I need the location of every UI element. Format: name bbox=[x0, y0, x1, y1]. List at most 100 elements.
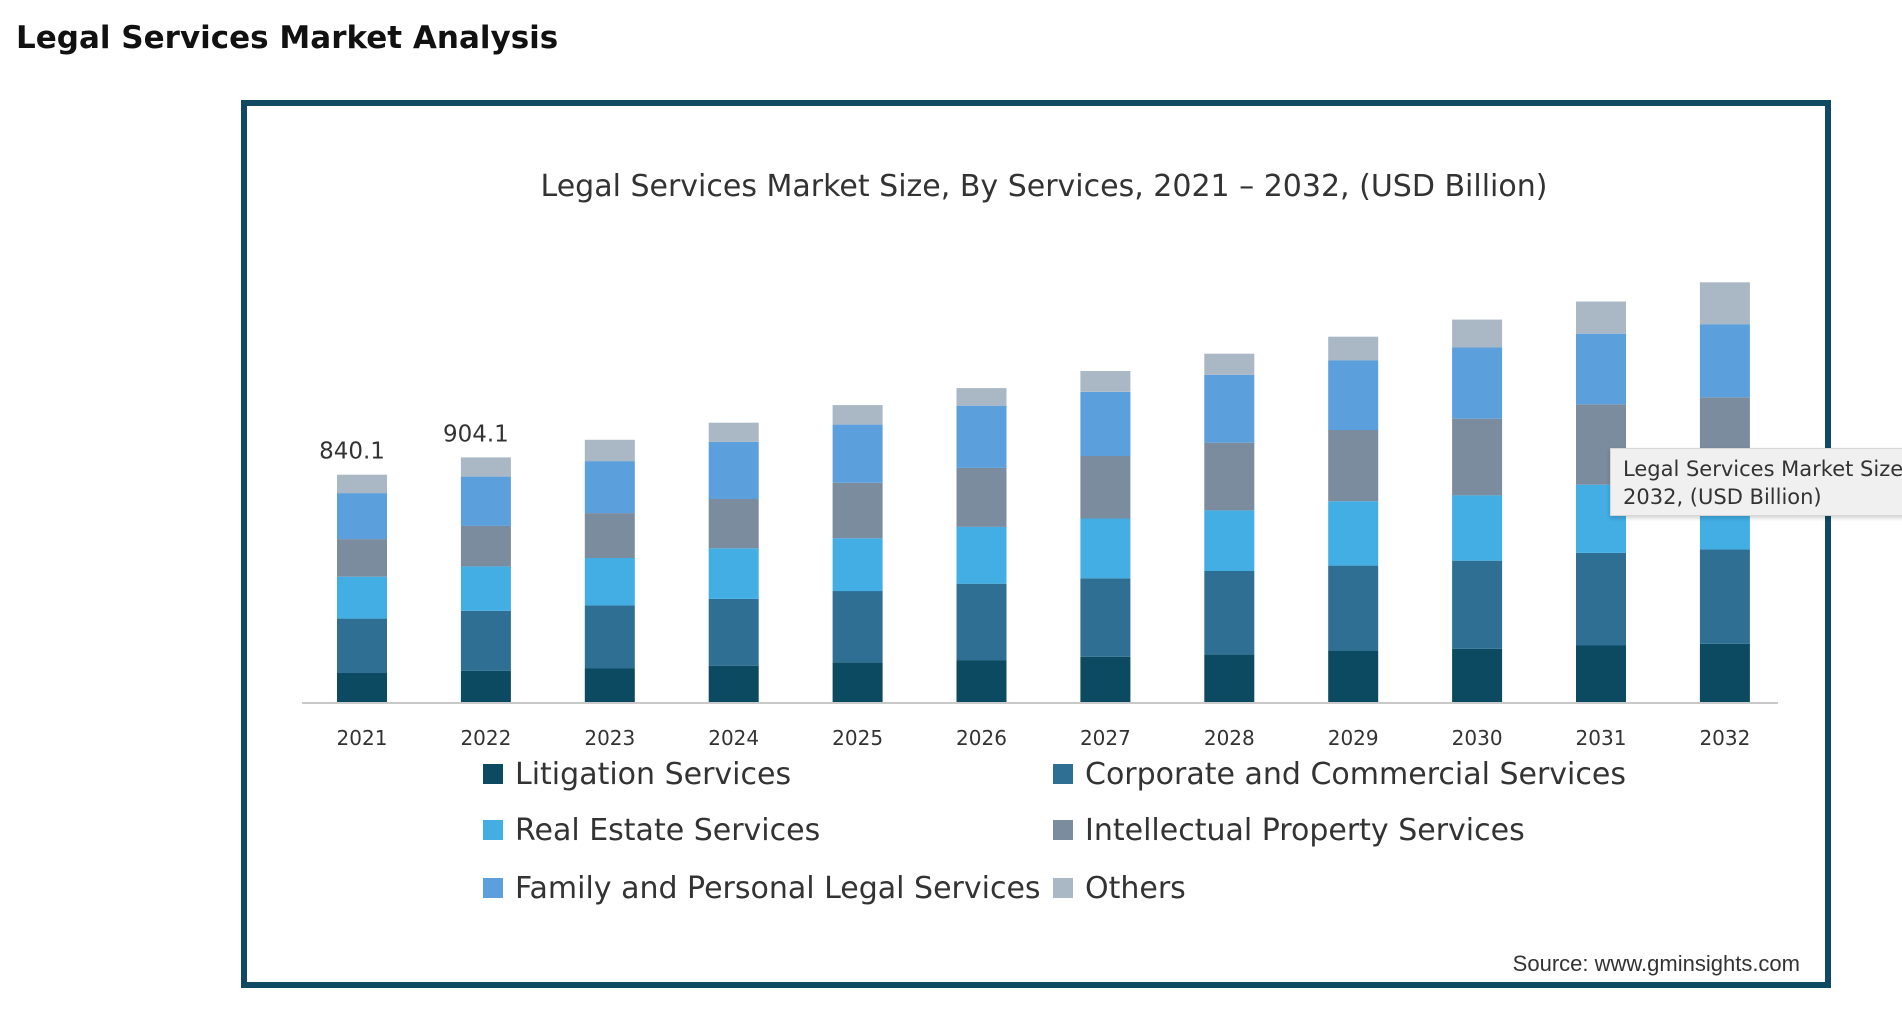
legend-label: Family and Personal Legal Services bbox=[515, 871, 1041, 906]
bar-segment-2028-4 bbox=[1204, 374, 1255, 443]
bar-segment-2026-1 bbox=[956, 583, 1007, 660]
bar-segment-2023-0 bbox=[584, 668, 635, 702]
bar-segment-2023-1 bbox=[584, 605, 635, 669]
bars-layer bbox=[337, 282, 1750, 702]
bar-segment-2028-0 bbox=[1204, 654, 1255, 702]
x-tick-label: 2031 bbox=[1576, 726, 1627, 750]
bar-segment-2023-2 bbox=[584, 558, 635, 606]
bar-segment-2022-2 bbox=[460, 566, 511, 611]
bar-segment-2028-3 bbox=[1204, 442, 1255, 511]
x-tick-label: 2030 bbox=[1452, 726, 1503, 750]
bar-segment-2023-5 bbox=[584, 439, 635, 462]
bar-segment-2022-5 bbox=[460, 457, 511, 477]
legend-label: Intellectual Property Services bbox=[1085, 813, 1525, 848]
bar-segment-2025-5 bbox=[832, 405, 883, 425]
bar-segment-2021-2 bbox=[337, 576, 387, 619]
chart-title: Legal Services Market Size, By Services,… bbox=[541, 169, 1548, 204]
bar-segment-2029-3 bbox=[1328, 430, 1379, 502]
bar-segment-2022-1 bbox=[460, 610, 511, 671]
x-tick-label: 2028 bbox=[1204, 726, 1255, 750]
bar-segment-2024-1 bbox=[708, 598, 759, 666]
bar-segment-2028-1 bbox=[1204, 571, 1255, 655]
bar-segment-2024-3 bbox=[708, 499, 759, 549]
x-tick-label: 2029 bbox=[1328, 726, 1379, 750]
bar-segment-2030-3 bbox=[1452, 418, 1503, 496]
bar-segment-2026-3 bbox=[956, 467, 1007, 527]
bar-segment-2031-1 bbox=[1576, 552, 1626, 646]
bar-segment-2021-3 bbox=[337, 539, 387, 577]
bar-segment-2025-3 bbox=[832, 482, 883, 539]
bar-segment-2029-2 bbox=[1328, 501, 1379, 566]
bar-segment-2027-1 bbox=[1080, 578, 1131, 657]
data-labels: 840.1 904.1 bbox=[319, 421, 509, 464]
bar-segment-2025-4 bbox=[832, 424, 883, 483]
x-tick-label: 2027 bbox=[1080, 726, 1131, 750]
bar-segment-2021-1 bbox=[337, 618, 387, 673]
bar-segment-2026-2 bbox=[956, 526, 1007, 584]
bar-segment-2021-5 bbox=[337, 474, 387, 494]
legend-swatch bbox=[483, 878, 503, 898]
bar-segment-2021-4 bbox=[337, 493, 387, 540]
bar-segment-2021-0 bbox=[337, 673, 387, 702]
bar-segment-2023-3 bbox=[584, 513, 635, 558]
bar-segment-2032-4 bbox=[1699, 324, 1750, 398]
x-tick-labels: 2021 2022 2023 2024 2025 2026 2027 2028 2029 2030… bbox=[337, 726, 1751, 750]
bar-segment-2029-1 bbox=[1328, 565, 1379, 651]
bar-segment-2029-4 bbox=[1328, 360, 1379, 431]
bar-segment-2026-5 bbox=[956, 388, 1007, 406]
bar-segment-2027-4 bbox=[1080, 391, 1131, 456]
bar-segment-2029-0 bbox=[1328, 650, 1379, 702]
x-tick-label: 2032 bbox=[1699, 726, 1750, 750]
legend-label: Real Estate Services bbox=[515, 813, 820, 848]
x-tick-label: 2021 bbox=[337, 726, 388, 750]
bar-segment-2031-5 bbox=[1576, 301, 1626, 334]
legend-swatch bbox=[483, 820, 503, 840]
legend-label: Corporate and Commercial Services bbox=[1085, 757, 1626, 792]
bar-segment-2024-2 bbox=[708, 548, 759, 599]
stacked-bar-chart: Legal Services Market Size, By Services,… bbox=[302, 169, 1800, 976]
legend-swatch bbox=[1053, 878, 1073, 898]
x-tick-label: 2022 bbox=[460, 726, 511, 750]
bar-segment-2024-4 bbox=[708, 441, 759, 499]
bar-segment-2027-0 bbox=[1080, 656, 1131, 702]
bar-segment-2030-4 bbox=[1452, 347, 1503, 419]
bar-segment-2022-0 bbox=[460, 670, 511, 702]
bar-segment-2027-5 bbox=[1080, 371, 1131, 392]
legend-label: Others bbox=[1085, 871, 1186, 906]
bar-segment-2028-2 bbox=[1204, 510, 1255, 571]
bar-segment-2030-1 bbox=[1452, 560, 1503, 649]
source-note: Source: www.gminsights.com bbox=[1513, 951, 1800, 976]
bar-segment-2031-0 bbox=[1576, 645, 1626, 702]
chart-frame: Legal Services Market Size, By Services,… bbox=[241, 100, 1831, 988]
bar-segment-2032-0 bbox=[1699, 643, 1750, 702]
bar-segment-2030-2 bbox=[1452, 495, 1503, 561]
bar-segment-2025-2 bbox=[832, 538, 883, 592]
bar-segment-2030-0 bbox=[1452, 649, 1503, 702]
x-tick-label: 2024 bbox=[708, 726, 759, 750]
bar-segment-2027-3 bbox=[1080, 456, 1131, 519]
bar-segment-2028-5 bbox=[1204, 353, 1255, 375]
bar-segment-2026-0 bbox=[956, 660, 1007, 702]
legend-label: Litigation Services bbox=[515, 757, 791, 792]
bar-segment-2022-3 bbox=[460, 525, 511, 567]
bar-segment-2023-4 bbox=[584, 461, 635, 514]
data-label-2021: 840.1 bbox=[319, 439, 385, 465]
legend-swatch bbox=[1053, 820, 1073, 840]
x-tick-label: 2025 bbox=[832, 726, 883, 750]
chart-tooltip: Legal Services Market Size 2032, (USD Bi… bbox=[1610, 448, 1902, 516]
x-tick-label: 2023 bbox=[584, 726, 635, 750]
bar-segment-2031-4 bbox=[1576, 333, 1626, 405]
bar-segment-2027-2 bbox=[1080, 518, 1131, 579]
bar-segment-2032-1 bbox=[1699, 549, 1750, 644]
legend-swatch bbox=[1053, 764, 1073, 784]
bar-segment-2022-4 bbox=[460, 476, 511, 526]
bar-segment-2032-5 bbox=[1699, 282, 1750, 325]
legend: Litigation Services Corporate and Commerc… bbox=[483, 757, 1626, 906]
legend-swatch bbox=[483, 764, 503, 784]
bar-segment-2030-5 bbox=[1452, 319, 1503, 348]
bar-segment-2025-1 bbox=[832, 591, 883, 663]
x-tick-label: 2026 bbox=[956, 726, 1007, 750]
bar-segment-2024-0 bbox=[708, 665, 759, 702]
bar-segment-2029-5 bbox=[1328, 336, 1379, 361]
bar-segment-2024-5 bbox=[708, 422, 759, 442]
